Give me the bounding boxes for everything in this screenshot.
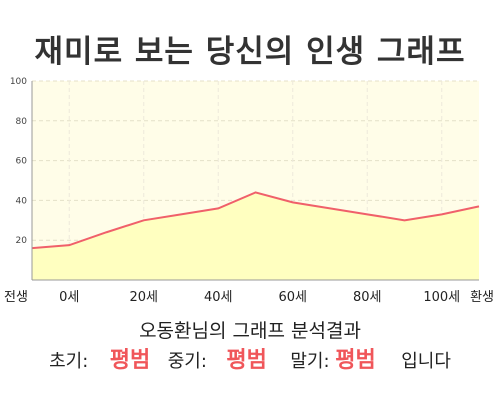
x-tick-labels: 전생 0세 20세 40세 60세 80세 100세 환생: [4, 290, 494, 305]
page-title: 재미로 보는 당신의 인생 그래프: [34, 34, 466, 70]
result-suffix: 입니다: [401, 351, 451, 372]
x-tick-label: 80세: [353, 290, 382, 305]
y-tick-label: 80: [16, 117, 28, 127]
x-tick-label: 환생: [470, 290, 494, 305]
y-tick-label: 40: [16, 196, 28, 206]
x-tick-label: 40세: [204, 290, 233, 305]
y-tick-labels: 20 40 60 80 100: [10, 77, 27, 246]
x-tick-label: 0세: [59, 290, 79, 305]
early-stage-label: 초기:: [49, 351, 89, 372]
late-stage-label: 말기:: [290, 351, 330, 372]
x-tick-label: 100세: [423, 290, 460, 305]
middle-stage-label: 중기:: [167, 351, 207, 372]
series-line: [31, 191, 480, 250]
x-tick-label: 20세: [129, 290, 158, 305]
x-tick-label: 60세: [278, 290, 307, 305]
late-stage-value: 평범: [335, 348, 376, 373]
y-tick-label: 60: [16, 157, 28, 167]
middle-stage-value: 평범: [226, 348, 267, 373]
result-subtitle: 오동환님의 그래프 분석결과: [139, 320, 361, 342]
y-tick-label: 20: [16, 236, 28, 246]
early-stage-value: 평범: [109, 348, 151, 373]
result-summary: 초기: 평범 중기: 평범 말기: 평범 입니다: [0, 344, 500, 379]
y-tick-label: 100: [10, 77, 27, 87]
x-tick-label: 전생: [4, 290, 28, 305]
